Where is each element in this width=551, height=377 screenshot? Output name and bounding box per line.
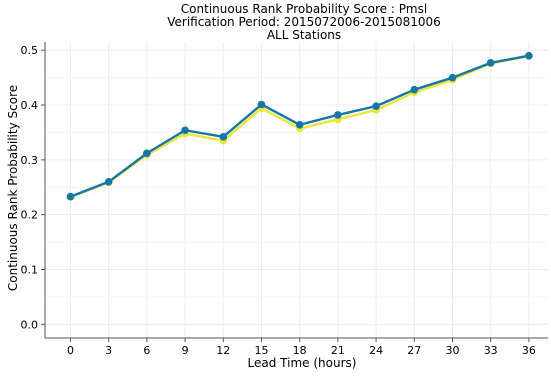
series-2-point <box>486 59 495 67</box>
chart-title-line-1: Continuous Rank Probability Score : Pmsl <box>181 2 427 16</box>
y-tick-label: 0.3 <box>21 154 39 167</box>
series-2-point <box>104 177 113 186</box>
series-2-point <box>525 51 533 60</box>
x-tick-label: 24 <box>369 344 383 357</box>
x-tick-label: 21 <box>331 344 345 357</box>
series-2-point <box>410 85 419 94</box>
chart-title-line-2: Verification Period: 2015072006-20150810… <box>167 15 441 29</box>
series-2-point <box>448 73 457 82</box>
grid-lines <box>45 42 548 338</box>
y-tick-label: 0.5 <box>21 44 39 57</box>
series-2-point <box>372 102 380 110</box>
axes <box>44 42 548 339</box>
y-tick-label: 0.0 <box>21 318 39 331</box>
series-lines <box>66 51 533 201</box>
series-2-point <box>66 192 75 201</box>
tick-labels: 0.00.10.20.30.40.50 3 6 9 12 15 18 21 24 27 30 33 36 <box>21 44 536 357</box>
series-2-point <box>295 120 304 129</box>
series-2-point <box>143 149 151 158</box>
y-tick-label: 0.4 <box>21 99 39 112</box>
chart-title-line-3: ALL Stations <box>267 28 341 42</box>
y-axis-title: Continuous Rank Probability Score <box>6 85 20 291</box>
x-tick-label: 15 <box>254 344 268 357</box>
x-tick-label: 18 <box>293 344 307 357</box>
y-tick-label: 0.1 <box>21 263 39 276</box>
series-2-point <box>219 133 228 141</box>
x-tick-label: 0 <box>67 344 74 357</box>
x-tick-label: 9 <box>182 344 189 357</box>
chart-title: Continuous Rank Probability Score : Pmsl… <box>167 2 441 42</box>
x-tick-label: 33 <box>484 344 498 357</box>
x-tick-label: 12 <box>216 344 230 357</box>
x-tick-label: 30 <box>445 344 459 357</box>
x-tick-label: 36 <box>522 344 536 357</box>
x-axis-title: Lead Time (hours) <box>248 356 357 370</box>
series-2-point <box>334 111 342 119</box>
y-tick-label: 0.2 <box>21 209 39 222</box>
x-tick-label: 3 <box>105 344 112 357</box>
series-2-point <box>181 126 189 135</box>
x-tick-label: 6 <box>143 344 150 357</box>
series-2-point <box>257 100 266 109</box>
x-tick-label: 27 <box>407 344 421 357</box>
